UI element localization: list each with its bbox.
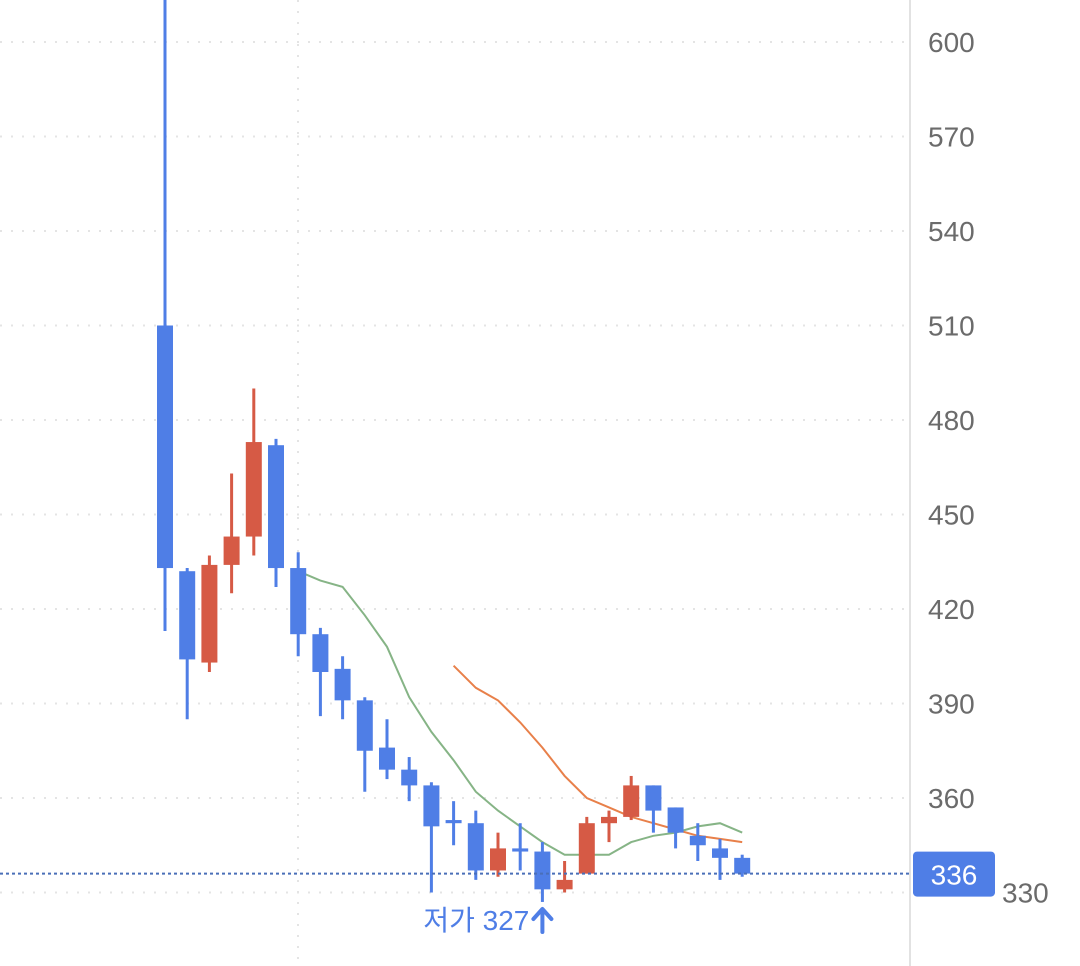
- candle-down: [179, 571, 196, 660]
- y-tick-label: 480: [928, 405, 975, 436]
- overlay: 336 저가 327: [0, 851, 995, 936]
- candle-down: [512, 848, 529, 852]
- candle-down: [157, 325, 173, 569]
- grid: [0, 0, 910, 966]
- candle-down: [334, 668, 351, 701]
- candle-down: [356, 700, 373, 751]
- candle-down: [401, 769, 418, 786]
- candle-down: [534, 851, 551, 890]
- low-price-label: 저가 327: [423, 905, 529, 936]
- candle-up: [201, 564, 218, 663]
- y-tick-label: 570: [928, 122, 975, 153]
- candle-down: [712, 848, 728, 858]
- candle-down: [467, 823, 484, 871]
- candle-down: [312, 634, 329, 672]
- candle-up: [245, 442, 262, 537]
- arrow-up-icon: [531, 907, 554, 934]
- candle-down: [268, 445, 284, 569]
- y-tick-label: 420: [928, 594, 975, 625]
- y-tick-label: 360: [928, 783, 975, 814]
- candle-up: [601, 816, 617, 824]
- candle-down: [667, 807, 684, 833]
- candle-down: [445, 820, 462, 824]
- y-tick-label: 510: [928, 311, 975, 342]
- candle-up: [490, 848, 506, 871]
- candle-up: [223, 536, 240, 565]
- y-tick-label: 600: [928, 27, 975, 58]
- candle-up: [578, 823, 595, 874]
- y-tick-label: 390: [928, 689, 975, 720]
- y-axis-ticks: 600570540510480450420390360330300: [928, 27, 1049, 909]
- candle-down: [423, 785, 440, 827]
- candle-up: [556, 879, 573, 890]
- candle-up: [623, 785, 640, 817]
- current-price-badge: [913, 851, 995, 897]
- y-tick-label: 540: [928, 216, 975, 247]
- candle-down: [645, 785, 662, 811]
- y-tick-label: 330: [1002, 878, 1049, 909]
- candle-down: [290, 568, 307, 635]
- candle-down: [689, 835, 706, 846]
- candles: [157, 0, 751, 902]
- candle-down: [734, 857, 751, 874]
- current-price-value: 336: [931, 860, 978, 891]
- y-tick-label: 450: [928, 500, 975, 531]
- candle-down: [379, 747, 395, 770]
- ma-long-line: [452, 664, 743, 844]
